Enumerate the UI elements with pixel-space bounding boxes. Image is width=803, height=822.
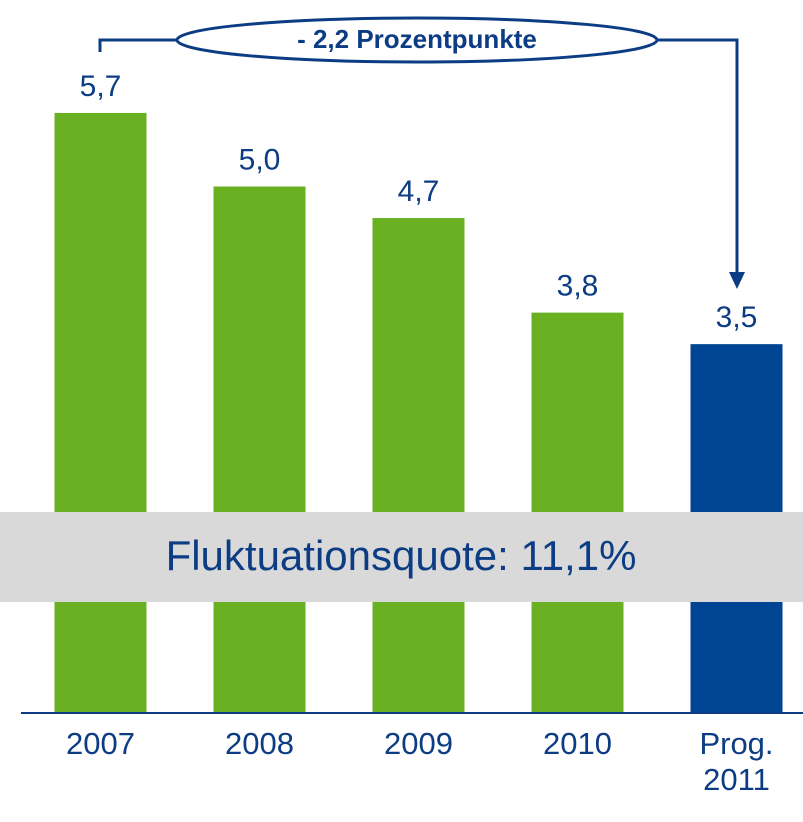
band-text: Fluktuationsquote: 11,1% — [166, 532, 637, 579]
x-tick-label: 2009 — [384, 726, 453, 761]
value-label: 3,5 — [716, 301, 758, 334]
arrow-head — [729, 272, 745, 289]
x-tick-label: 2008 — [225, 726, 294, 761]
bar — [372, 218, 465, 712]
x-tick-label: 2007 — [66, 726, 135, 761]
callout — [175, 16, 659, 64]
callout-text: - 2,2 Prozentpunkte — [297, 24, 537, 54]
x-tick-label: Prog. 2011 — [699, 726, 774, 797]
bar — [54, 112, 147, 713]
band — [0, 512, 803, 602]
bracket — [98, 38, 739, 274]
x-tick-label: 2010 — [543, 726, 612, 761]
value-label: 3,8 — [557, 270, 599, 303]
bar — [213, 186, 306, 712]
value-label: 4,7 — [398, 175, 440, 208]
value-label: 5,0 — [239, 143, 281, 176]
value-label: 5,7 — [80, 70, 122, 103]
